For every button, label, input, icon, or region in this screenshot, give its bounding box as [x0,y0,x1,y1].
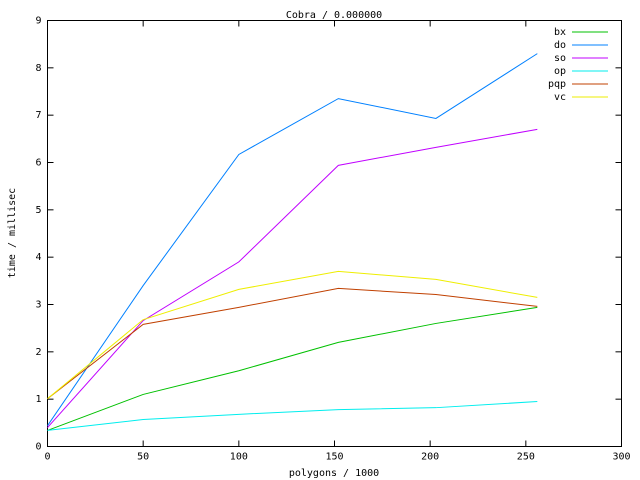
legend-label: so [554,53,566,64]
x-tick-label: 0 [44,452,50,463]
legend-label: vc [554,92,566,103]
y-tick-label: 3 [35,300,41,311]
series-line [47,270,538,400]
y-tick-label: 2 [35,347,41,358]
y-tick-label: 4 [35,252,41,263]
x-tick-label: 50 [137,452,149,463]
y-tick-label: 1 [35,394,41,405]
series-line [47,53,538,426]
series-line [47,401,538,431]
legend-label: bx [554,27,566,38]
x-tick-label: 250 [517,452,535,463]
y-tick-label: 0 [35,442,41,453]
x-tick-label: 200 [421,452,439,463]
x-tick-label: 300 [612,452,630,463]
y-tick-label: 5 [35,205,41,216]
legend-label: do [554,40,566,51]
y-tick-label: 9 [35,16,41,27]
x-axis-label: polygons / 1000 [289,468,379,479]
y-tick-label: 7 [35,110,41,121]
series-line [47,287,538,400]
series-line [47,306,538,431]
series-line [47,128,538,428]
x-tick-label: 100 [230,452,248,463]
x-tick-label: 150 [325,452,343,463]
legend-label: pqp [548,79,566,90]
y-tick-label: 8 [35,63,41,74]
y-tick-label: 6 [35,158,41,169]
legend-label: op [554,66,566,77]
chart-title: Cobra / 0.000000 [286,10,382,21]
y-axis-label: time / millisec [7,188,18,278]
